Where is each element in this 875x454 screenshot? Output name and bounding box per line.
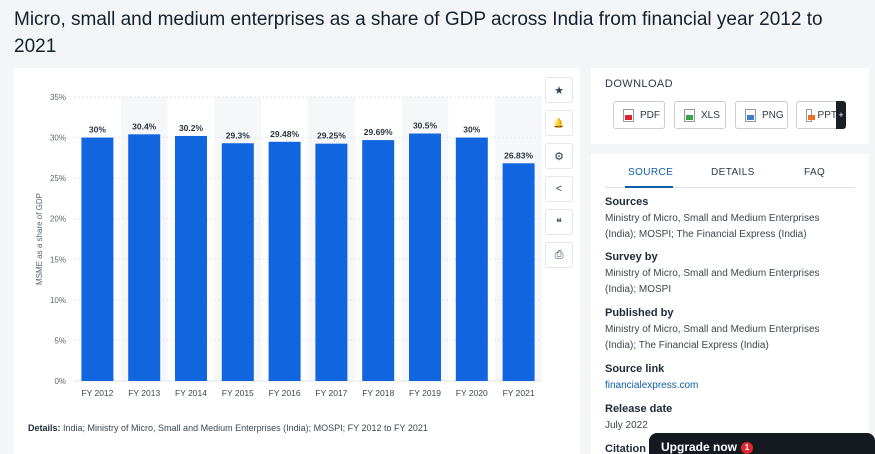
details-label: Details: bbox=[28, 423, 61, 433]
page-title: Micro, small and medium enterprises as a… bbox=[14, 9, 823, 57]
bar bbox=[268, 141, 301, 381]
source-link-heading: Source link bbox=[605, 363, 665, 375]
download-xls-button[interactable]: XLS bbox=[674, 101, 726, 129]
active-tab-indicator bbox=[625, 186, 673, 188]
bar bbox=[455, 137, 488, 381]
y-tick-label: 25% bbox=[50, 174, 66, 183]
x-tick-label: FY 2018 bbox=[362, 388, 394, 398]
source-tabs: SOURCE DETAILS FAQ bbox=[605, 166, 855, 188]
y-tick-label: 35% bbox=[50, 93, 66, 102]
notification-badge: 1 bbox=[741, 442, 754, 454]
x-tick-label: FY 2019 bbox=[409, 388, 441, 398]
data-label: 30.4% bbox=[132, 121, 157, 131]
x-tick-label: FY 2017 bbox=[315, 388, 347, 398]
download-ppt-label: PPT bbox=[817, 109, 837, 121]
download-xls-label: XLS bbox=[701, 109, 720, 121]
upgrade-label: Upgrade now bbox=[661, 440, 738, 454]
download-panel: DOWNLOAD PDF XLS PNG PPT + bbox=[591, 68, 869, 144]
x-tick-label: FY 2016 bbox=[269, 388, 301, 398]
chart-details: Details: India; Ministry of Micro, Small… bbox=[28, 422, 428, 434]
bar bbox=[128, 134, 161, 381]
data-label: 29.25% bbox=[317, 131, 346, 141]
citation-heading: Citation bbox=[605, 443, 646, 454]
data-label: 30.5% bbox=[413, 121, 438, 131]
chart-card: 0% 5% 10% 15% 20% 25% 30% 35% MSME as a share of… bbox=[14, 68, 580, 454]
survey-text: Ministry of Micro, Small and Medium Ente… bbox=[605, 268, 820, 295]
y-tick-label: 15% bbox=[50, 255, 66, 264]
y-tick-label: 20% bbox=[50, 215, 66, 224]
x-tick-label: FY 2015 bbox=[222, 388, 254, 398]
tab-details[interactable]: DETAILS bbox=[711, 167, 755, 178]
bar-chart: 0% 5% 10% 15% 20% 25% 30% 35% MSME as a share of… bbox=[35, 93, 542, 398]
y-axis-title: MSME as a share of GDP bbox=[35, 193, 44, 285]
bar bbox=[221, 143, 254, 381]
download-ppt-button[interactable]: PPT bbox=[796, 101, 838, 129]
download-pdf-button[interactable]: PDF bbox=[613, 101, 665, 129]
share-icon[interactable]: < bbox=[545, 176, 573, 202]
y-tick-label: 30% bbox=[50, 134, 66, 143]
data-label: 30.2% bbox=[179, 123, 204, 133]
print-icon[interactable]: ⎙ bbox=[545, 242, 573, 268]
download-png-button[interactable]: PNG bbox=[735, 101, 788, 129]
bar bbox=[362, 140, 395, 381]
sources-text: Ministry of Micro, Small and Medium Ente… bbox=[605, 213, 820, 240]
quote-icon[interactable]: ❝ bbox=[545, 209, 573, 235]
y-tick-label: 10% bbox=[50, 296, 66, 305]
sources-heading: Sources bbox=[605, 196, 649, 208]
data-label: 29.3% bbox=[226, 130, 251, 140]
survey-heading: Survey by bbox=[605, 251, 658, 263]
source-link[interactable]: financialexpress.com bbox=[605, 380, 699, 391]
details-text: India; Ministry of Micro, Small and Medi… bbox=[63, 423, 428, 433]
chart-toolbar: ★ 🔔 ⚙ < ❝ ⎙ bbox=[545, 77, 573, 275]
tab-faq[interactable]: FAQ bbox=[804, 167, 826, 178]
x-tick-label: FY 2014 bbox=[175, 388, 207, 398]
published-text: Ministry of Micro, Small and Medium Ente… bbox=[605, 324, 820, 351]
ppt-file-icon bbox=[806, 108, 815, 122]
data-label: 30% bbox=[463, 125, 480, 135]
xls-file-icon bbox=[684, 108, 695, 122]
x-tick-label: FY 2013 bbox=[128, 388, 160, 398]
data-label: 30% bbox=[89, 125, 106, 135]
release-date-heading: Release date bbox=[605, 403, 673, 415]
download-more-button[interactable]: + bbox=[836, 101, 846, 129]
bar bbox=[409, 133, 441, 381]
bar bbox=[315, 143, 348, 381]
source-panel: SOURCE DETAILS FAQ Sources Ministry of M… bbox=[591, 154, 869, 454]
data-label: 26.83% bbox=[504, 150, 533, 160]
x-tick-label: FY 2021 bbox=[503, 388, 535, 398]
data-label: 29.69% bbox=[364, 127, 393, 137]
data-label: 29.48% bbox=[270, 129, 299, 139]
bar bbox=[175, 135, 207, 381]
bell-icon[interactable]: 🔔 bbox=[545, 110, 573, 136]
download-png-label: PNG bbox=[762, 109, 784, 121]
x-tick-label: FY 2020 bbox=[456, 388, 488, 398]
png-file-icon bbox=[745, 108, 756, 122]
download-title: DOWNLOAD bbox=[605, 78, 673, 90]
release-date-text: July 2022 bbox=[605, 420, 648, 431]
y-tick-label: 0% bbox=[54, 377, 66, 386]
x-tick-label: FY 2012 bbox=[81, 388, 113, 398]
pdf-file-icon bbox=[623, 108, 634, 122]
published-heading: Published by bbox=[605, 307, 674, 319]
gear-icon[interactable]: ⚙ bbox=[545, 143, 573, 169]
star-icon[interactable]: ★ bbox=[545, 77, 573, 103]
y-tick-label: 5% bbox=[54, 336, 66, 345]
bar bbox=[81, 137, 114, 381]
tab-source[interactable]: SOURCE bbox=[628, 167, 674, 178]
download-pdf-label: PDF bbox=[640, 109, 660, 121]
bar bbox=[502, 163, 535, 381]
upgrade-now-button[interactable]: Upgrade now 1 bbox=[649, 433, 875, 454]
